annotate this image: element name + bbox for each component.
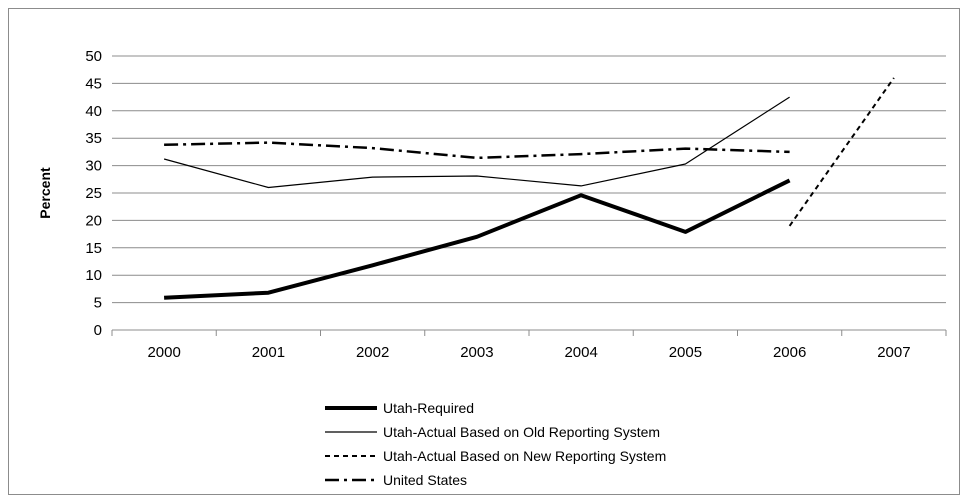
y-tick-label: 20 bbox=[85, 212, 102, 229]
y-tick-label: 15 bbox=[85, 240, 102, 257]
x-tick-label: 2003 bbox=[460, 344, 493, 361]
series-line bbox=[164, 178, 791, 300]
y-tick-label: 25 bbox=[85, 185, 102, 202]
legend: Utah-Required Utah-Actual Based on Old Re… bbox=[325, 400, 666, 488]
y-tick-label: 0 bbox=[94, 322, 102, 339]
chart-frame bbox=[8, 8, 960, 495]
legend-label: Utah-Required bbox=[383, 400, 474, 416]
y-tick-label: 45 bbox=[85, 75, 102, 92]
x-tick-label: 2005 bbox=[669, 344, 702, 361]
legend-label: Utah-Actual Based on New Reporting Syste… bbox=[383, 448, 666, 464]
y-axis-title: Percent bbox=[37, 167, 53, 219]
axes: 0 5 10 15 20 25 30 35 40 45 50 2000 2001 2002 2003 2004… bbox=[85, 48, 947, 361]
x-tick-label: 2000 bbox=[147, 344, 180, 361]
series-line bbox=[163, 96, 790, 189]
x-tick-label: 2001 bbox=[252, 344, 285, 361]
gridlines bbox=[112, 55, 946, 304]
x-tick-label: 2006 bbox=[773, 344, 806, 361]
y-tick-label: 40 bbox=[85, 103, 102, 120]
series-lines bbox=[163, 77, 895, 300]
x-tick-label: 2004 bbox=[564, 344, 597, 361]
y-tick-label: 35 bbox=[85, 130, 102, 147]
x-tick-label: 2002 bbox=[356, 344, 389, 361]
legend-label: United States bbox=[383, 472, 467, 488]
series-line bbox=[788, 77, 895, 227]
y-tick-label: 50 bbox=[85, 48, 102, 65]
x-tick-label: 2007 bbox=[877, 344, 910, 361]
legend-label: Utah-Actual Based on Old Reporting Syste… bbox=[383, 424, 660, 440]
y-tick-label: 5 bbox=[94, 295, 102, 312]
y-tick-label: 10 bbox=[85, 267, 102, 284]
y-tick-label: 30 bbox=[85, 158, 102, 175]
series-line bbox=[164, 141, 790, 160]
